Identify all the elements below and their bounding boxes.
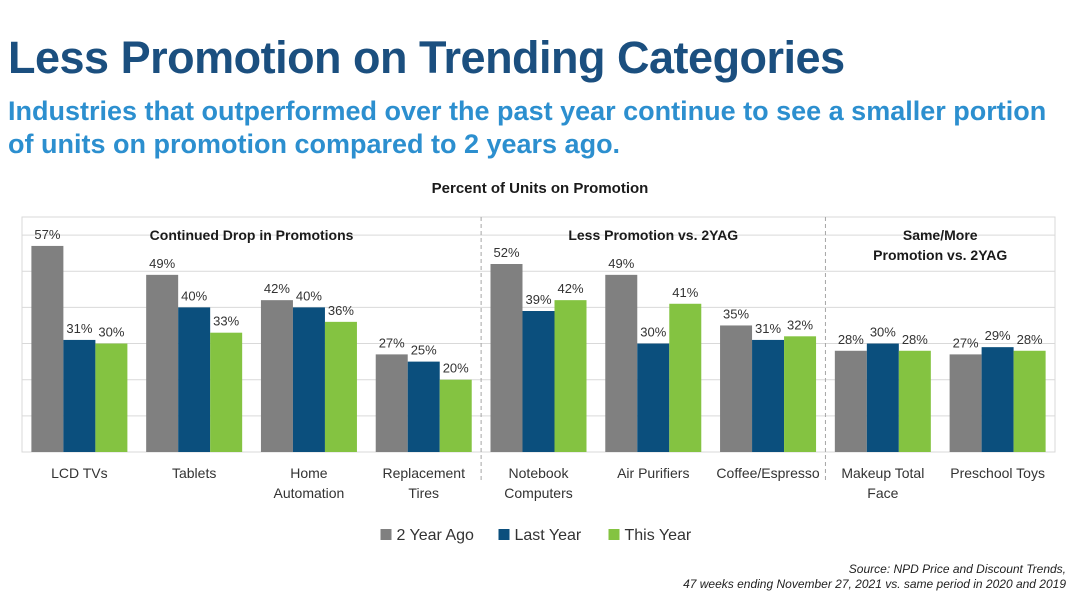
bar-value-label: 25%: [411, 343, 437, 358]
category-label: Automation: [274, 485, 345, 501]
category-label: Face: [867, 485, 898, 501]
bar-value-label: 30%: [98, 325, 124, 340]
bar: [949, 354, 982, 452]
page-title: Less Promotion on Trending Categories: [8, 32, 845, 83]
group-label: Same/More: [903, 227, 978, 243]
bar-value-label: 33%: [213, 314, 239, 329]
bar: [1013, 350, 1046, 452]
bar-value-label: 49%: [608, 256, 634, 271]
bar: [292, 307, 325, 452]
bar-value-label: 52%: [493, 245, 519, 260]
bar-value-label: 29%: [985, 328, 1011, 343]
source-line-2: 47 weeks ending November 27, 2021 vs. sa…: [683, 577, 1066, 591]
bar: [752, 339, 785, 452]
chart-title: Percent of Units on Promotion: [431, 180, 649, 197]
bar: [63, 339, 96, 452]
bar: [324, 321, 357, 452]
bar: [407, 361, 440, 452]
category-label: Makeup Total: [841, 465, 924, 481]
category-label: Coffee/Espresso: [716, 465, 819, 481]
bar: [178, 307, 211, 452]
legend-swatch: [498, 529, 510, 540]
bar: [554, 300, 587, 452]
bar: [439, 379, 472, 452]
bar: [95, 343, 128, 452]
legend-swatch: [608, 529, 620, 540]
bar: [31, 245, 64, 452]
source-note: Source: NPD Price and Discount Trends, 4…: [683, 562, 1066, 592]
category-label: Replacement: [382, 465, 465, 481]
promotion-bar-chart: Continued Drop in Promotions Less Promoti…: [21, 216, 1056, 544]
bar-value-label: 27%: [379, 335, 405, 350]
category-label: Tires: [408, 485, 439, 501]
category-label: Preschool Toys: [950, 465, 1045, 481]
bar-value-label: 41%: [672, 285, 698, 300]
bar-value-label: 42%: [264, 281, 290, 296]
bar-value-label: 40%: [181, 288, 207, 303]
group-label: Less Promotion vs. 2YAG: [568, 227, 738, 243]
category-label: LCD TVs: [51, 465, 108, 481]
bar-value-label: 31%: [66, 321, 92, 336]
group-label: Continued Drop in Promotions: [150, 227, 354, 243]
bar: [522, 311, 555, 452]
bar: [720, 325, 753, 452]
group-label: Promotion vs. 2YAG: [873, 247, 1007, 263]
bar: [669, 303, 702, 452]
bar: [375, 354, 408, 452]
bar: [260, 300, 293, 452]
page-subtitle: Industries that outperformed over the pa…: [8, 96, 1047, 159]
bar-value-label: 57%: [34, 227, 60, 242]
bar-value-label: 28%: [1017, 332, 1043, 347]
bar-value-label: 35%: [723, 306, 749, 321]
bar-value-label: 28%: [902, 332, 928, 347]
bar-value-label: 49%: [149, 256, 175, 271]
bar-value-label: 39%: [525, 292, 551, 307]
bar-value-label: 42%: [557, 281, 583, 296]
bar: [490, 264, 523, 452]
bar-value-label: 36%: [328, 303, 354, 318]
bar-value-label: 27%: [953, 335, 979, 350]
bar: [981, 347, 1014, 452]
bar: [898, 350, 931, 452]
category-label: Notebook: [509, 465, 570, 481]
legend-label: 2 Year Ago: [397, 527, 475, 544]
legend-label: Last Year: [515, 527, 582, 544]
bar: [146, 274, 179, 452]
legend-label: This Year: [625, 527, 692, 544]
category-label: Tablets: [172, 465, 216, 481]
source-line-1: Source: NPD Price and Discount Trends,: [848, 562, 1066, 576]
category-label: Air Purifiers: [617, 465, 689, 481]
bar: [866, 343, 899, 452]
bar-value-label: 28%: [838, 332, 864, 347]
bar-value-label: 32%: [787, 317, 813, 332]
bar: [637, 343, 670, 452]
legend-swatch: [380, 529, 392, 540]
bar-value-label: 30%: [640, 325, 666, 340]
bar: [784, 336, 817, 452]
bar: [605, 274, 638, 452]
bar-value-label: 30%: [870, 325, 896, 340]
bar: [834, 350, 867, 452]
bar: [210, 332, 243, 452]
bar-value-label: 31%: [755, 321, 781, 336]
category-label: Home: [290, 465, 328, 481]
category-label: Computers: [504, 485, 572, 501]
bar-value-label: 20%: [443, 361, 469, 376]
bar-value-label: 40%: [296, 288, 322, 303]
